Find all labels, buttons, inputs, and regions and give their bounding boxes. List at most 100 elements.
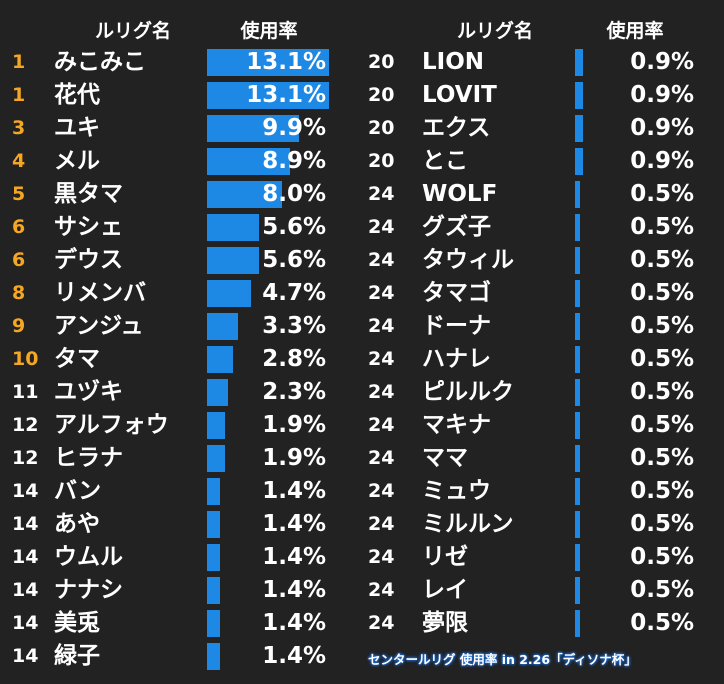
right-rank: 24 — [368, 282, 395, 304]
left-usage-bar — [207, 379, 228, 406]
right-rank: 24 — [368, 546, 395, 568]
left-usage-rate: 4.7% — [262, 280, 326, 306]
left-ruleg-name: ヒラナ — [54, 445, 123, 471]
left-ruleg-name: みこみこ — [54, 49, 146, 75]
left-row: 1 みこみこ 13.1% — [0, 46, 724, 79]
right-ruleg-name: タマゴ — [422, 280, 491, 306]
left-row: 14 美兎 1.4% — [0, 607, 724, 640]
left-ruleg-name: デウス — [54, 247, 123, 273]
left-ruleg-name: ウムル — [54, 544, 123, 570]
right-usage-rate: 0.9% — [630, 49, 694, 75]
left-row: 12 アルフォウ 1.9% — [0, 409, 724, 442]
left-usage-bar — [207, 610, 220, 637]
right-ruleg-name: リゼ — [422, 544, 468, 570]
right-row: 24 タマゴ 0.5% — [0, 277, 724, 310]
left-usage-rate: 2.8% — [262, 346, 326, 372]
left-rank: 5 — [12, 183, 26, 205]
left-rank: 8 — [12, 282, 26, 304]
right-usage-rate: 0.5% — [630, 511, 694, 537]
left-rank: 14 — [12, 579, 39, 601]
left-usage-bar — [207, 313, 238, 340]
right-row: 24 WOLF 0.5% — [0, 178, 724, 211]
left-ruleg-name: 花代 — [54, 82, 100, 108]
right-ruleg-name: ドーナ — [422, 313, 491, 339]
right-rate-header: 使用率 — [606, 20, 664, 42]
left-ruleg-name: リメンバ — [54, 280, 146, 306]
right-ruleg-name: LION — [422, 49, 485, 75]
chart-caption: センタールリグ 使用率 in 2.26「ディソナ杯」 — [368, 652, 637, 667]
left-usage-bar — [207, 511, 220, 538]
right-rank: 24 — [368, 315, 395, 337]
left-usage-rate: 1.9% — [262, 445, 326, 471]
right-usage-rate: 0.5% — [630, 214, 694, 240]
right-ruleg-name: グズ子 — [422, 214, 491, 240]
right-usage-bar — [575, 445, 580, 472]
left-usage-rate: 8.0% — [262, 181, 326, 207]
right-usage-bar — [575, 214, 580, 241]
right-usage-rate: 0.5% — [630, 610, 694, 636]
left-usage-bar — [207, 148, 290, 175]
left-rank: 6 — [12, 216, 26, 238]
left-rank: 14 — [12, 513, 39, 535]
right-rank: 24 — [368, 249, 395, 271]
left-usage-rate: 5.6% — [262, 214, 326, 240]
left-usage-bar — [207, 412, 225, 439]
left-rank: 6 — [12, 249, 26, 271]
right-ruleg-name: ママ — [422, 445, 468, 471]
right-usage-rate: 0.5% — [630, 280, 694, 306]
left-usage-rate: 1.4% — [262, 544, 326, 570]
right-ruleg-name: ハナレ — [422, 346, 491, 372]
right-usage-bar — [575, 313, 580, 340]
right-rank: 20 — [368, 117, 395, 139]
right-usage-bar — [575, 280, 580, 307]
left-rank: 14 — [12, 612, 39, 634]
right-row: 24 ミュウ 0.5% — [0, 475, 724, 508]
left-rank: 14 — [12, 480, 39, 502]
left-rank: 1 — [12, 84, 26, 106]
left-usage-rate: 13.1% — [246, 82, 326, 108]
right-usage-bar — [575, 412, 580, 439]
right-usage-rate: 0.9% — [630, 82, 694, 108]
right-usage-bar — [575, 115, 583, 142]
right-usage-rate: 0.9% — [630, 115, 694, 141]
right-row: 24 ママ 0.5% — [0, 442, 724, 475]
left-usage-bar — [207, 214, 259, 241]
right-usage-rate: 0.5% — [630, 181, 694, 207]
right-usage-rate: 0.5% — [630, 313, 694, 339]
left-usage-rate: 1.4% — [262, 643, 326, 669]
right-usage-rate: 0.5% — [630, 544, 694, 570]
left-usage-rate: 2.3% — [262, 379, 326, 405]
left-usage-bar — [207, 82, 329, 109]
left-usage-rate: 1.4% — [262, 610, 326, 636]
left-row: 14 バン 1.4% — [0, 475, 724, 508]
right-ruleg-name: ピルルク — [422, 379, 514, 405]
left-usage-rate: 1.4% — [262, 478, 326, 504]
left-usage-bar — [207, 445, 225, 472]
left-usage-bar — [207, 247, 259, 274]
right-usage-bar — [575, 478, 580, 505]
left-rank: 12 — [12, 447, 39, 469]
left-ruleg-name: サシェ — [54, 214, 123, 240]
right-ruleg-name: マキナ — [422, 412, 491, 438]
left-ruleg-name: タマ — [54, 346, 100, 372]
right-rank: 24 — [368, 579, 395, 601]
right-row: 24 ハナレ 0.5% — [0, 343, 724, 376]
left-row: 10 タマ 2.8% — [0, 343, 724, 376]
right-rank: 24 — [368, 381, 395, 403]
right-rank: 24 — [368, 612, 395, 634]
left-usage-bar — [207, 181, 282, 208]
right-ruleg-name: とこ — [422, 148, 468, 174]
left-usage-rate: 1.4% — [262, 577, 326, 603]
right-name-header: ルリグ名 — [456, 20, 533, 42]
left-row: 14 ナナシ 1.4% — [0, 574, 724, 607]
right-row: 20 LOVIT 0.9% — [0, 79, 724, 112]
right-usage-bar — [575, 544, 580, 571]
right-usage-bar — [575, 247, 580, 274]
left-usage-bar — [207, 643, 220, 670]
left-row: 6 サシェ 5.6% — [0, 211, 724, 244]
left-usage-rate: 1.9% — [262, 412, 326, 438]
left-rank: 14 — [12, 645, 39, 667]
right-usage-bar — [575, 148, 583, 175]
right-rank: 20 — [368, 51, 395, 73]
right-usage-rate: 0.5% — [630, 379, 694, 405]
